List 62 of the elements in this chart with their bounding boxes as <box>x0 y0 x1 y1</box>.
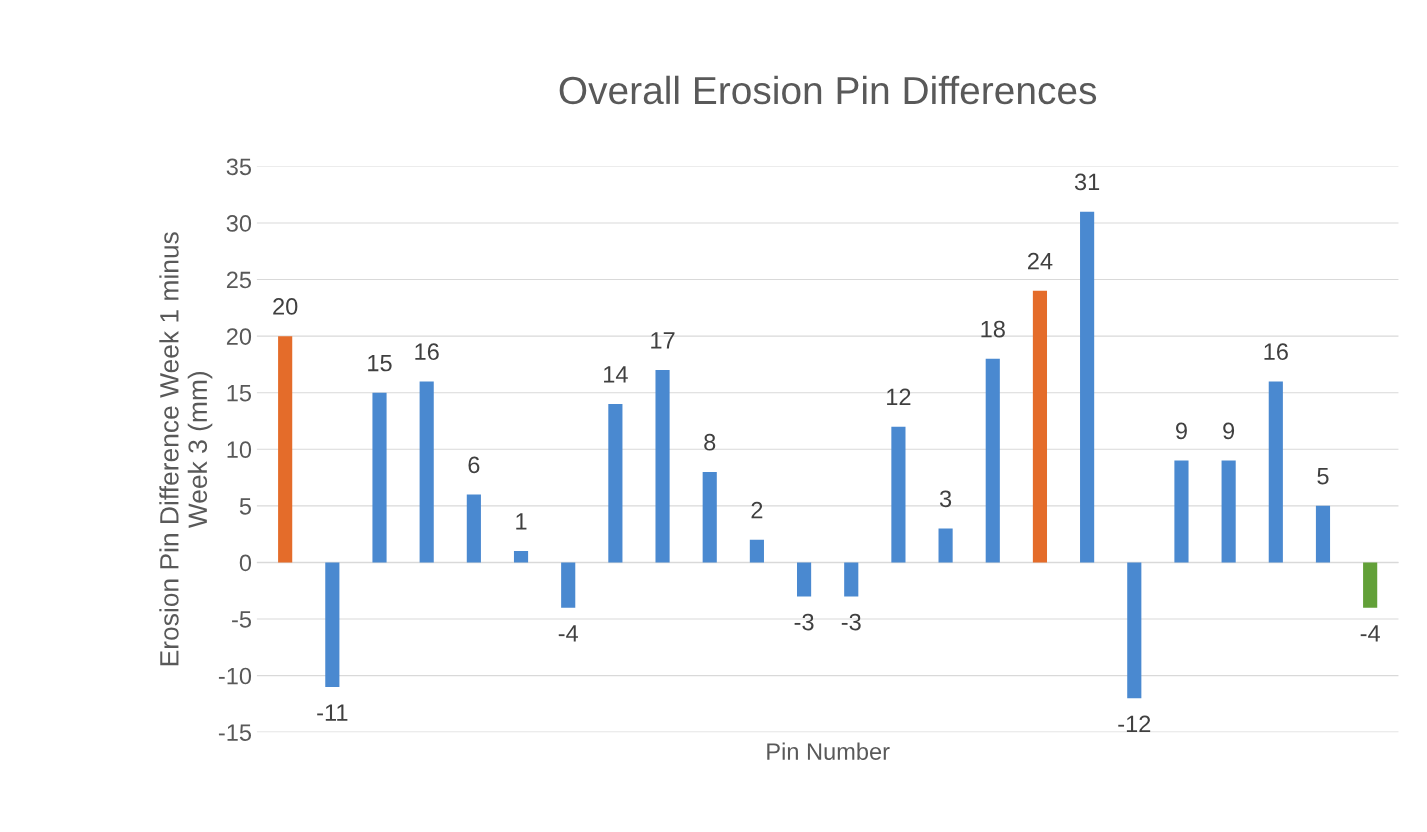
y-tick-label: 30 <box>226 215 252 232</box>
data-label: -3 <box>794 613 814 631</box>
data-label: 31 <box>1074 173 1100 191</box>
x-axis-title: Pin Number <box>767 742 890 760</box>
y-tick-label: 35 <box>226 158 252 176</box>
data-label: 24 <box>1028 252 1053 270</box>
bar <box>561 562 576 608</box>
bar <box>1221 460 1236 563</box>
y-tick-label: -15 <box>218 724 252 741</box>
bar <box>608 404 623 563</box>
data-label: 16 <box>1264 343 1288 361</box>
data-label: -4 <box>1360 625 1380 642</box>
data-label: 8 <box>704 433 716 451</box>
bar <box>1127 562 1142 699</box>
data-label: 20 <box>273 298 298 315</box>
data-label: -4 <box>558 625 579 642</box>
bar <box>1174 460 1189 563</box>
y-tick-label: 5 <box>239 498 252 515</box>
bar <box>702 471 717 563</box>
bar <box>655 370 670 563</box>
data-label: -11 <box>317 704 348 721</box>
bar <box>1315 505 1331 563</box>
data-label: 18 <box>981 320 1005 338</box>
data-label: 3 <box>939 490 952 508</box>
bar <box>325 562 340 687</box>
y-tick-label: 20 <box>226 328 252 345</box>
bar <box>797 562 812 597</box>
y-tick-label: 15 <box>227 385 252 402</box>
data-label: 17 <box>651 332 675 349</box>
bar <box>749 539 764 563</box>
chart-title: Overall Erosion Pin Differences <box>559 75 1097 105</box>
bar <box>1032 290 1048 563</box>
data-label: -12 <box>1118 715 1151 732</box>
data-label: 14 <box>604 366 628 383</box>
bar <box>419 381 434 563</box>
bar <box>1268 381 1283 563</box>
data-label: 6 <box>468 456 480 474</box>
data-label: 5 <box>1317 468 1329 485</box>
bar <box>844 562 859 597</box>
y-tick-label: 10 <box>227 441 252 459</box>
y-axis-title: Erosion Pin Difference Week 1 minus Week 3 (mm) <box>159 232 213 666</box>
bar <box>938 528 953 563</box>
y-tick-label: 25 <box>226 271 252 289</box>
data-label: 15 <box>368 354 392 372</box>
data-label: 12 <box>887 388 911 406</box>
bar <box>372 392 387 563</box>
data-label: 2 <box>751 501 763 519</box>
bar <box>466 494 481 563</box>
bar <box>891 426 906 563</box>
data-label: 9 <box>1223 422 1235 440</box>
bar <box>278 336 293 563</box>
y-tick-label: -10 <box>218 667 252 685</box>
data-label: 16 <box>415 343 439 361</box>
data-label: 9 <box>1176 422 1187 440</box>
data-label: 1 <box>516 513 527 530</box>
bar <box>1363 562 1378 608</box>
data-label: -3 <box>841 613 861 631</box>
bar <box>985 358 1000 563</box>
bar <box>1080 211 1095 563</box>
y-tick-label: -5 <box>232 611 252 628</box>
y-tick-label: 0 <box>239 554 252 572</box>
bar <box>513 551 529 563</box>
